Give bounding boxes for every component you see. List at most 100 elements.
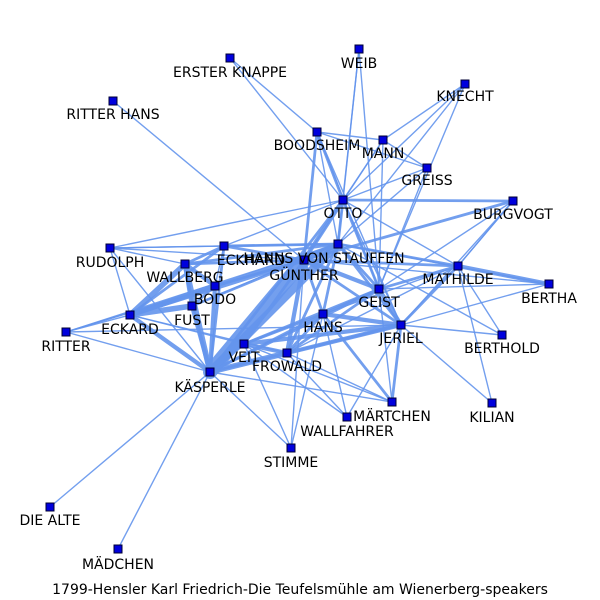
node-wallberg [180, 259, 190, 269]
node-label-eckard: ECKARD [101, 322, 159, 338]
edge-boodsheim-greiss [316, 131, 428, 169]
node-kilian [487, 398, 497, 408]
edge-kasperle-eckard [127, 312, 213, 375]
node-wallfahrer [342, 412, 352, 422]
node-label-otto: OTTO [324, 206, 363, 222]
edge-mann-greiss [382, 139, 428, 169]
node-martchen [387, 397, 397, 407]
edge-otto-rudolph [109, 199, 344, 249]
node-label-veit: VEIT [228, 350, 260, 366]
edge-wallberg-gunther [183, 258, 306, 266]
edge-otto-mann [342, 139, 384, 201]
node-label-greiss: GREISS [401, 173, 452, 189]
edge-geist-burgvogt [378, 200, 514, 290]
edge-hans-martchen [321, 312, 394, 404]
node-label-weib: WEIB [341, 56, 377, 72]
node-ritter [61, 327, 71, 337]
edge-weib-geist [358, 48, 380, 290]
node-greiss [422, 163, 432, 173]
node-gunther [299, 255, 309, 265]
node-label-erster-knappe: ERSTER KNAPPE [173, 65, 287, 81]
edge-eckhard-bodo [214, 245, 225, 287]
edge-hanns-von-stauffen-hans [321, 242, 340, 316]
edge-veit-martchen [243, 343, 393, 403]
node-hanns-von-stauffen [333, 239, 343, 249]
diagram-caption: 1799-Hensler Karl Friedrich-Die Teufelsm… [52, 582, 548, 598]
node-label-boodsheim: BOODSHEIM [274, 138, 361, 154]
edge-mathilde-frowald [286, 265, 459, 354]
edge-hans-veit [242, 312, 325, 346]
edge-gunther-veit [242, 258, 306, 346]
edge-hans-frowald [285, 312, 325, 355]
edge-jeriel-martchen [390, 323, 403, 404]
edge-layer [49, 48, 552, 550]
edge-kasperle-veit [208, 342, 246, 374]
edge-jeriel-bertha [400, 283, 550, 326]
edge-hans-wallfahrer [322, 313, 348, 418]
edge-kasperle-fust [189, 303, 213, 375]
edge-jeriel-kilian [400, 324, 493, 404]
edge-ritter-bodo [65, 285, 216, 333]
edge-otto-erster-knappe [229, 57, 344, 201]
node-label-hanns-von-stauffen: HANNS VON STAUFFEN [243, 251, 404, 267]
edge-kasperle-eckhard [208, 244, 226, 374]
node-label-rudolph: RUDOLPH [76, 255, 145, 271]
edge-gunther-stimme [290, 259, 305, 449]
edge-eckard-wallberg [127, 261, 188, 318]
edge-rudolph-wallberg [109, 247, 186, 265]
node-label-ritter-hans: RITTER HANS [66, 107, 159, 123]
edge-knecht-mann [382, 83, 466, 141]
edge-mann-geist [378, 139, 384, 290]
edge-ritter-hans-gunther [112, 100, 305, 261]
edge-hanns-von-stauffen-berthold [337, 243, 503, 336]
node-label-wallberg: WALLBERG [146, 270, 223, 286]
node-label-stimme: STIMME [264, 455, 319, 471]
edge-gunther-geist [301, 257, 382, 292]
node-label-madchen: MÄDCHEN [82, 555, 154, 573]
edge-veit-wallfahrer [243, 343, 348, 418]
node-weib [354, 44, 364, 54]
edge-boodsheim-mann [316, 131, 384, 141]
edge-jeriel-geist [376, 286, 404, 328]
edge-wallberg-eckhard [183, 244, 226, 266]
node-stimme [286, 443, 296, 453]
node-label-knecht: KNECHT [436, 89, 494, 105]
node-kasperle [205, 367, 215, 377]
edge-otto-burgvogt [341, 198, 515, 203]
edge-kasperle-ritter [65, 331, 211, 373]
edge-boodsheim-geist [316, 131, 380, 290]
edge-kasperle-die-alte [49, 371, 211, 508]
edge-burgvogt-mathilde [457, 200, 514, 267]
node-label-ritter: RITTER [41, 339, 91, 355]
node-erster-knappe [225, 53, 235, 63]
node-label-mann: MANN [362, 146, 405, 162]
node-label-frowald: FROWALD [252, 359, 322, 375]
edge-hanns-von-stauffen-greiss [337, 167, 428, 245]
node-geist [374, 284, 384, 294]
edge-stimme-veit [243, 343, 292, 449]
edge-greiss-geist [378, 167, 428, 290]
edge-gunther-rudolph [109, 247, 305, 261]
node-bodo [210, 281, 220, 291]
node-madchen [113, 544, 123, 554]
edge-mathilde-hans [322, 265, 459, 315]
edge-mathilde-berthold [457, 265, 503, 336]
node-jeriel [396, 320, 406, 330]
label-layer: ERSTER KNAPPE WEIB KNECHT RITTER HANS BOODSH… [19, 56, 577, 573]
node-eckhard [219, 241, 229, 251]
edge-geist-martchen [378, 288, 393, 403]
edge-kilian-mathilde [457, 265, 493, 404]
node-label-martchen: MÄRTCHEN [353, 407, 431, 425]
node-frowald [282, 348, 292, 358]
edge-boodsheim-jeriel [316, 131, 402, 326]
edge-frowald-veit [241, 341, 290, 356]
edge-hanns-von-stauffen-boodsheim [316, 131, 339, 245]
node-label-mathilde: MATHILDE [422, 272, 493, 288]
edge-eckard-eckhard [128, 244, 226, 317]
node-berthold [497, 330, 507, 340]
edge-gunther-boodsheim [302, 130, 319, 262]
node-mann [378, 135, 388, 145]
node-die-alte [45, 502, 55, 512]
edge-gunther-jeriel [302, 258, 403, 327]
edge-otto-knecht [342, 83, 466, 201]
